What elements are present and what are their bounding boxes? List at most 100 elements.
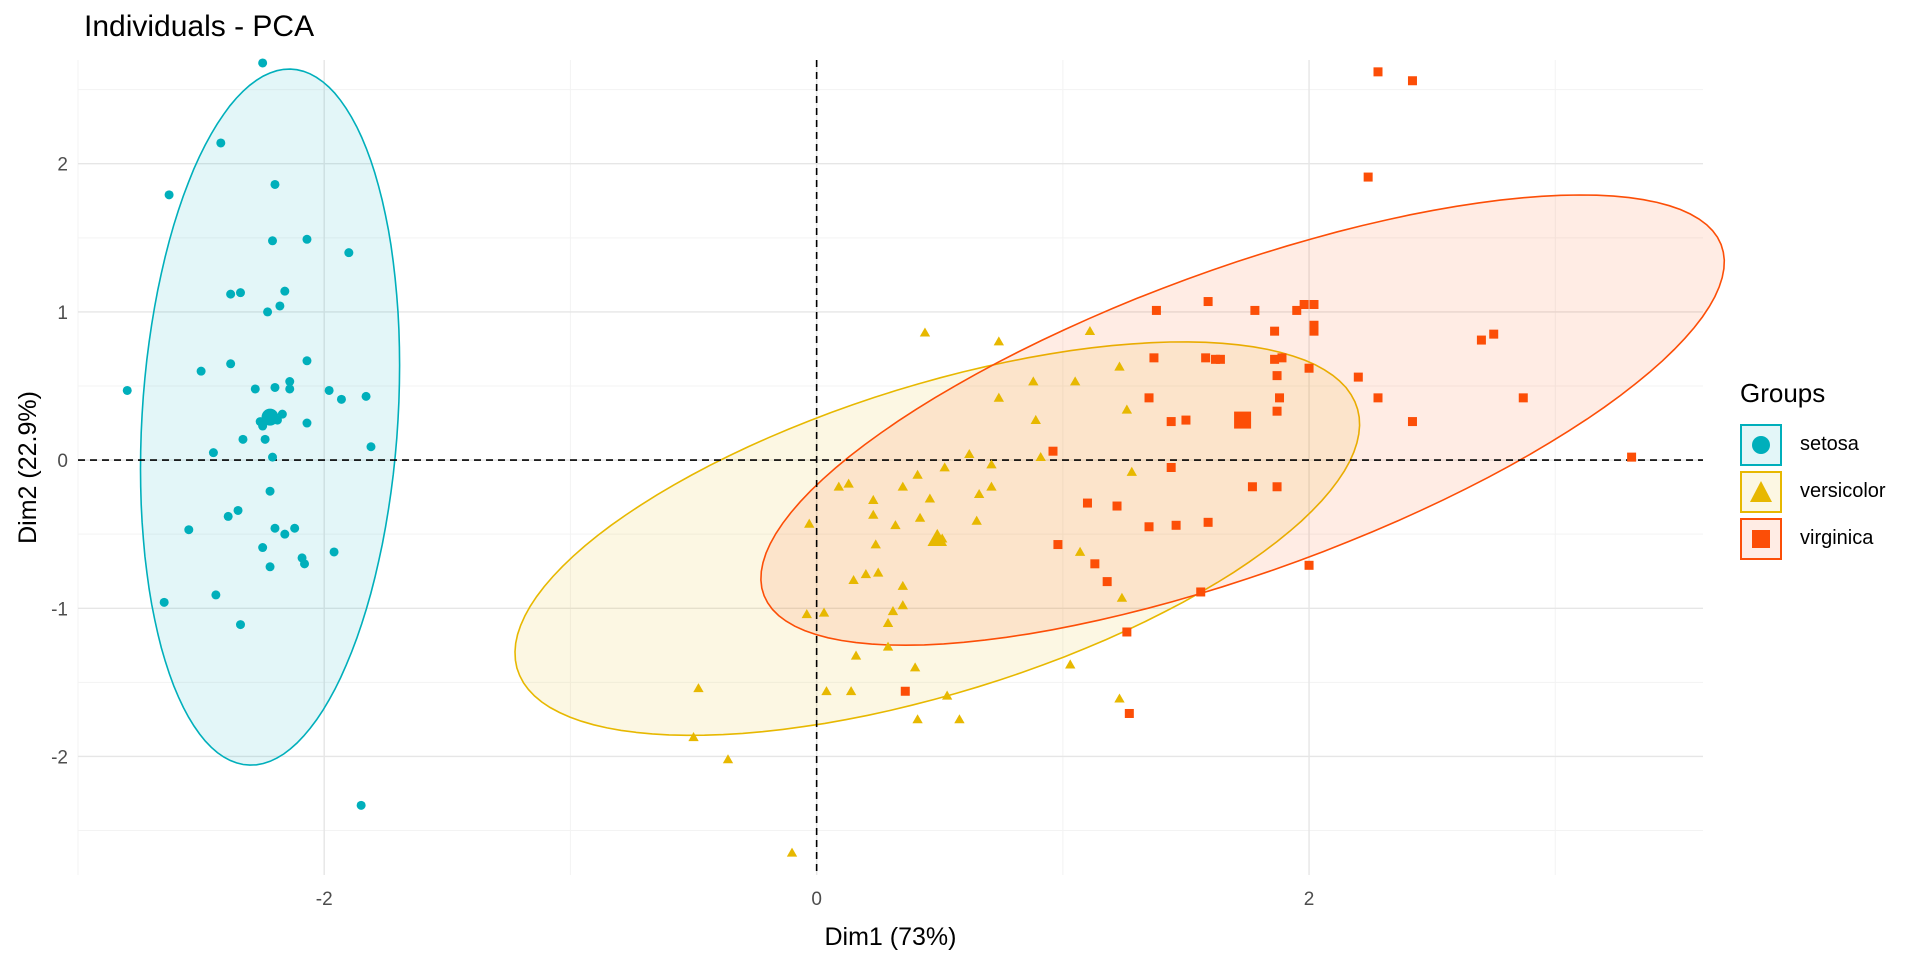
point-versicolor (804, 518, 815, 528)
point-virginica (1166, 463, 1176, 472)
point-virginica (1272, 371, 1282, 381)
point-virginica (1201, 353, 1211, 363)
legend-label-virginica: virginica (1800, 527, 1874, 549)
x-axis-label: Dim1 (73%) (825, 923, 957, 951)
point-setosa (270, 382, 280, 392)
point-versicolor (873, 567, 884, 577)
point-setosa (300, 559, 310, 569)
point-virginica (1215, 354, 1225, 364)
point-virginica (1309, 300, 1319, 309)
point-setosa (211, 590, 221, 600)
point-versicolor (821, 686, 832, 696)
point-versicolor (850, 650, 862, 660)
point-setosa (270, 179, 280, 189)
point-setosa (329, 547, 339, 557)
legend-symbol-versicolor (1750, 480, 1772, 502)
legend-title: Groups (1740, 378, 1826, 408)
point-setosa (258, 543, 268, 553)
point-virginica (1122, 627, 1132, 637)
point-versicolor (941, 690, 953, 700)
point-setosa (223, 511, 233, 521)
point-setosa (280, 286, 290, 296)
point-versicolor (914, 512, 926, 522)
point-versicolor (909, 662, 921, 672)
point-virginica (1270, 326, 1280, 336)
point-versicolor (993, 336, 1005, 346)
point-versicolor (1069, 376, 1081, 386)
point-setosa (233, 505, 243, 515)
point-virginica (1275, 393, 1285, 403)
point-setosa (336, 394, 346, 404)
point-setosa (302, 234, 312, 244)
point-versicolor (897, 481, 908, 491)
point-virginica (1407, 417, 1417, 427)
tick-layer: -2 0 2 -2 -1 0 1 2 (51, 155, 1314, 910)
point-setosa (159, 597, 169, 607)
point-versicolor (897, 580, 908, 590)
point-setosa (285, 384, 295, 394)
point-versicolor (939, 462, 950, 472)
point-versicolor (870, 539, 881, 549)
point-versicolor (1065, 659, 1076, 669)
point-versicolor (868, 494, 879, 504)
point-setosa (196, 366, 206, 376)
point-setosa (275, 301, 285, 311)
point-versicolor (993, 392, 1005, 402)
point-virginica (1250, 305, 1260, 315)
legend-key-versicolor (1740, 470, 1782, 513)
point-virginica (1518, 393, 1528, 403)
point-setosa (277, 409, 287, 419)
legend-symbol-setosa (1752, 435, 1770, 454)
point-virginica (1102, 577, 1112, 587)
point-virginica (1363, 172, 1373, 182)
point-versicolor (924, 493, 936, 503)
point-versicolor (693, 683, 704, 693)
point-virginica (1272, 482, 1282, 492)
centroid-setosa (261, 408, 279, 426)
legend-triangle-icon (1750, 480, 1772, 502)
point-setosa (366, 442, 376, 452)
point-virginica (1181, 415, 1191, 425)
legend-label-setosa: setosa (1800, 433, 1859, 455)
point-virginica (1272, 406, 1282, 416)
x-tick-label: 2 (1304, 889, 1315, 910)
legend-key-setosa (1740, 423, 1782, 466)
point-virginica (1144, 522, 1154, 532)
point-versicolor (954, 714, 965, 724)
point-setosa (226, 359, 236, 369)
point-virginica (900, 686, 910, 696)
point-setosa (208, 448, 218, 458)
point-versicolor (986, 481, 997, 491)
y-tick-label: -1 (51, 599, 68, 620)
point-setosa (122, 385, 132, 395)
point-setosa (302, 418, 312, 428)
point-virginica (1299, 300, 1309, 309)
point-virginica (1149, 353, 1159, 363)
point-versicolor (845, 686, 857, 696)
point-versicolor (818, 607, 830, 617)
point-versicolor (971, 515, 982, 525)
point-setosa (265, 562, 275, 572)
point-setosa (263, 307, 273, 317)
point-versicolor (1116, 592, 1128, 602)
point-virginica (1112, 501, 1122, 511)
point-virginica (1053, 540, 1063, 550)
point-setosa (184, 525, 194, 535)
legend-item-setosa: setosa (1740, 421, 1886, 468)
point-setosa (164, 190, 174, 200)
point-virginica (1304, 560, 1314, 570)
centroid-virginica (1234, 411, 1252, 429)
point-versicolor (1114, 693, 1125, 703)
legend-symbol-virginica (1752, 529, 1770, 548)
point-virginica (1151, 305, 1161, 315)
point-virginica (1048, 446, 1058, 456)
point-versicolor (1028, 376, 1039, 386)
point-setosa (236, 288, 245, 298)
point-virginica (1203, 297, 1213, 307)
point-setosa (265, 486, 275, 496)
point-setosa (250, 384, 260, 394)
chart-title: Individuals - PCA (84, 10, 315, 43)
point-virginica (1309, 326, 1319, 336)
